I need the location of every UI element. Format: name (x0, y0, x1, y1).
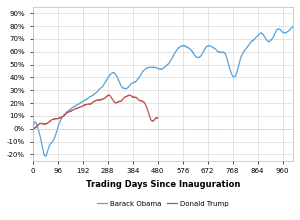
Barack Obama (44, 155, 47, 158)
Barack Obama (284, 31, 287, 34)
Line: Donald Trump: Donald Trump (33, 95, 158, 129)
Barack Obama (158, 68, 161, 70)
Barack Obama (44, 154, 48, 157)
Line: Barack Obama: Barack Obama (33, 26, 293, 156)
Barack Obama (284, 31, 287, 34)
Barack Obama (236, 67, 240, 70)
Donald Trump (48, 120, 51, 123)
Donald Trump (52, 118, 56, 121)
Donald Trump (31, 128, 35, 130)
Donald Trump (31, 127, 34, 130)
Donald Trump (107, 94, 110, 96)
Barack Obama (151, 66, 154, 69)
Donald Trump (73, 108, 77, 110)
Barack Obama (291, 25, 295, 28)
Donald Trump (156, 117, 160, 120)
Donald Trump (97, 99, 100, 101)
Legend: Barack Obama, Donald Trump: Barack Obama, Donald Trump (94, 198, 232, 210)
X-axis label: Trading Days Since Inauguration: Trading Days Since Inauguration (86, 180, 240, 189)
Donald Trump (85, 103, 89, 106)
Barack Obama (31, 127, 34, 130)
Donald Trump (99, 98, 103, 101)
